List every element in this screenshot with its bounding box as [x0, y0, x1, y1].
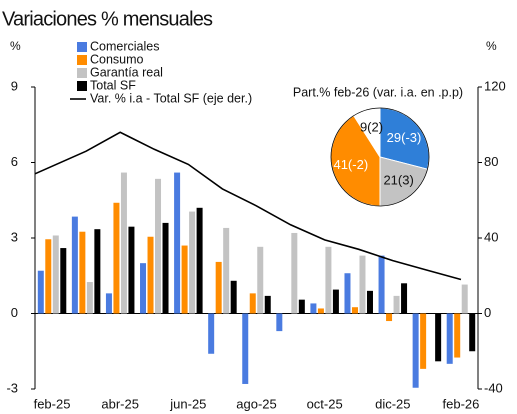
y-tick-label: 0 — [11, 305, 18, 320]
bar — [435, 313, 442, 362]
bar — [401, 283, 408, 314]
bar — [310, 303, 317, 314]
bar — [454, 313, 461, 358]
bar — [469, 313, 476, 352]
pie-outline — [330, 107, 430, 207]
bar — [162, 222, 169, 314]
x-tick-label: ago-25 — [236, 396, 276, 411]
bar — [257, 246, 264, 314]
bar — [359, 255, 366, 314]
bar — [52, 235, 59, 314]
bar — [420, 313, 427, 369]
bar — [71, 216, 78, 314]
bar — [461, 284, 468, 314]
y2-tick-label: 40 — [484, 229, 498, 244]
bar — [128, 226, 135, 314]
bar — [215, 261, 222, 314]
y-tick-label: -3 — [6, 380, 18, 395]
y2-tick-label: 0 — [484, 305, 491, 320]
bar — [45, 239, 52, 314]
bar — [37, 270, 44, 314]
legend-marker — [77, 42, 87, 52]
legend-marker — [77, 81, 87, 91]
bar — [332, 289, 339, 314]
bar — [344, 273, 351, 314]
legend-marker — [77, 68, 87, 78]
bar — [242, 313, 249, 384]
bar — [325, 246, 332, 314]
bar — [393, 295, 400, 314]
y-tick-label: 9 — [11, 78, 18, 93]
bar — [298, 299, 305, 314]
bar — [386, 313, 393, 322]
chart-title: Variaciones % mensuales — [2, 8, 213, 30]
pie-label: 9(2) — [360, 119, 383, 134]
bar — [276, 313, 283, 332]
x-tick-label: abr-25 — [101, 396, 139, 411]
bar — [196, 207, 203, 314]
bar — [189, 211, 196, 314]
bar — [120, 172, 127, 314]
bar — [60, 248, 67, 314]
y2-tick-label: 120 — [484, 78, 506, 93]
bar — [94, 229, 101, 314]
bar — [291, 232, 298, 314]
line — [34, 131, 462, 281]
bar — [147, 236, 154, 314]
legend-label: Var. % i.a - Total SF (eje der.) — [90, 91, 252, 105]
bar — [249, 293, 256, 314]
x-tick-label: oct-25 — [307, 396, 343, 411]
bar — [79, 231, 86, 314]
bar — [181, 245, 188, 314]
bar — [366, 290, 373, 314]
y-axis-label: % — [10, 39, 21, 53]
y2-tick-label: 80 — [484, 154, 498, 169]
y-tick-label: 3 — [11, 229, 18, 244]
x-tick-label: jun-25 — [169, 396, 206, 411]
x-tick-label: feb-25 — [34, 396, 71, 411]
y2-tick-label: -40 — [484, 380, 503, 395]
bar — [264, 295, 271, 314]
bar — [412, 313, 419, 388]
pie-label: 21(3) — [383, 172, 413, 187]
pie-label: 29(-3) — [387, 130, 422, 145]
bar — [105, 293, 112, 314]
legend-label: Total SF — [90, 78, 136, 92]
legend-label: Consumo — [90, 52, 144, 66]
legend-label: Garantía real — [90, 65, 163, 79]
inset-title: Part.% feb-26 (var. i.a. en .p.p) — [293, 85, 463, 99]
bar — [155, 178, 162, 314]
legend-marker — [77, 55, 87, 65]
bar — [86, 282, 93, 314]
bar — [351, 307, 358, 314]
bar — [174, 172, 181, 314]
x-tick-label: dic-25 — [375, 396, 410, 411]
bar — [208, 313, 215, 354]
bar — [223, 227, 230, 314]
legend-label: Comerciales — [90, 39, 159, 53]
y2-axis-label: % — [486, 39, 497, 53]
y-tick-label: 6 — [11, 154, 18, 169]
pie-label: 41(-2) — [333, 157, 368, 172]
x-tick-label: feb-26 — [443, 396, 480, 411]
bar — [378, 255, 385, 314]
bar — [230, 280, 237, 314]
bar — [113, 202, 120, 314]
bar — [317, 308, 324, 314]
bar — [446, 313, 453, 364]
bar — [140, 263, 147, 314]
